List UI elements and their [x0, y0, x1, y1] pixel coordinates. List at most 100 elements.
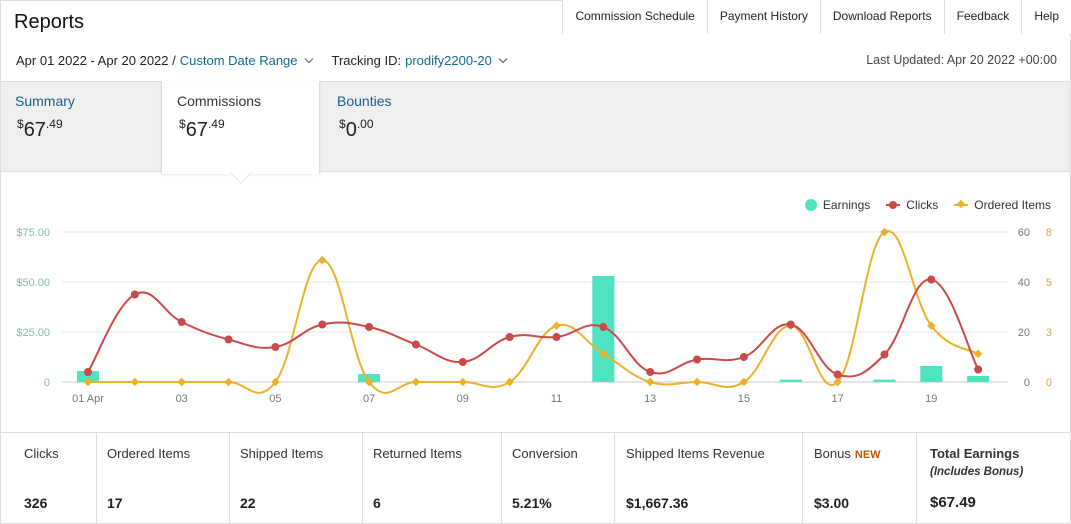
earnings-bar	[967, 376, 990, 382]
date-range-dropdown[interactable]: Custom Date Range	[179, 53, 313, 68]
clicks-point	[411, 340, 420, 349]
ordered-items-point	[833, 377, 842, 387]
clicks-point	[552, 333, 561, 341]
top-nav: Commission Schedule Payment History Down…	[562, 0, 1071, 34]
clicks-point	[505, 333, 514, 341]
tab-commissions[interactable]: Commissions $67.49	[161, 81, 320, 174]
x-tick-label: 09	[457, 393, 469, 405]
last-updated: Last Updated: Apr 20 2022 +00:00	[866, 53, 1057, 67]
stat-label: Returned Items	[373, 446, 462, 461]
clicks-point	[458, 358, 467, 366]
earnings-bar	[779, 379, 802, 382]
x-tick-label: 11	[551, 393, 562, 405]
tab-label: Commissions	[177, 93, 262, 109]
ordered-items-point	[552, 321, 561, 330]
legend-ordered-label: Ordered Items	[974, 198, 1051, 212]
y-tick-ordered: 5	[1046, 277, 1052, 289]
ordered-items-point	[973, 349, 983, 359]
y-tick-ordered: 0	[1046, 377, 1052, 389]
ordered-items-point	[599, 349, 608, 359]
clicks-point	[224, 335, 233, 344]
clicks-point	[646, 368, 655, 376]
x-tick-label: 01 Apr	[72, 393, 104, 405]
earnings-bar	[920, 366, 943, 382]
ordered-items-point	[411, 377, 421, 387]
clicks-swatch	[886, 201, 901, 209]
includes-bonus-note: (Includes Bonus)	[930, 466, 1024, 478]
legend-earnings[interactable]: Earnings	[804, 198, 870, 212]
earnings-bar	[77, 371, 99, 382]
new-badge: NEW	[854, 449, 881, 461]
clicks-point	[786, 320, 795, 329]
stat-ordered-items: Ordered Items 17	[97, 433, 230, 524]
chevron-down-icon	[304, 54, 313, 64]
y-tick-ordered: 3	[1046, 327, 1052, 339]
y-tick-earnings: 0	[44, 377, 50, 389]
y-tick-earnings: $75.00	[16, 227, 50, 239]
clicks-line	[87, 278, 980, 378]
stat-label: Clicks	[24, 446, 59, 461]
tab-summary[interactable]: Summary $67.49	[0, 81, 160, 172]
stat-label: Bonus NEW	[803, 446, 881, 461]
ordered-items-point	[927, 321, 936, 330]
clicks-point	[318, 320, 327, 329]
ordered-items-point	[364, 377, 374, 387]
date-range-text: Apr 01 2022 - Apr 20 2022 /	[16, 53, 176, 68]
tab-label: Bounties	[337, 93, 392, 109]
stat-returned-items: Returned Items 6	[363, 433, 502, 524]
stat-shipped-revenue: Shipped Items Revenue $1,667.36	[615, 433, 803, 524]
ordered-items-point	[645, 377, 655, 387]
ordered-items-point	[83, 377, 93, 387]
commissions-chart: $75.00 $50.00 $25.00 0 60 40 20 0 8 5 3 0 01 Apr 03 05…	[16, 227, 1052, 405]
ordered-items-point	[318, 255, 327, 265]
tab-label: Summary	[15, 93, 75, 109]
clicks-swatch-point	[889, 201, 898, 209]
stat-shipped-items: Shipped Items 22	[230, 433, 363, 524]
x-tick-label: 05	[269, 393, 281, 405]
ordered-swatch-point	[957, 199, 966, 209]
stat-label: Shipped Items Revenue	[626, 446, 765, 461]
download-reports-button[interactable]: Download Reports	[820, 0, 945, 34]
y-tick-clicks: 20	[1018, 327, 1030, 339]
feedback-button[interactable]: Feedback	[944, 0, 1023, 34]
legend-ordered[interactable]: Ordered Items	[954, 198, 1051, 212]
x-tick-label: 03	[176, 393, 188, 405]
clicks-point	[599, 323, 608, 331]
tracking-label: Tracking ID:	[331, 53, 402, 68]
stats-row: Clicks 326 Ordered Items 17 Shipped Item…	[1, 432, 1070, 524]
clicks-point	[974, 365, 983, 374]
tab-value: $0.00	[339, 117, 374, 141]
clicks-point	[693, 355, 702, 364]
filter-bar: Apr 01 2022 - Apr 20 2022 / Custom Date …	[16, 53, 508, 68]
tab-bounties[interactable]: Bounties $0.00	[322, 81, 482, 172]
x-tick-label: 19	[925, 393, 937, 405]
payment-history-button[interactable]: Payment History	[707, 0, 821, 34]
tracking-id-selector[interactable]: Tracking ID: prodify2200-20	[331, 53, 508, 68]
legend-clicks[interactable]: Clicks	[886, 198, 938, 212]
y-tick-earnings: $50.00	[16, 277, 50, 289]
stat-value: 6	[373, 495, 381, 511]
ordered-swatch	[954, 199, 969, 209]
stat-label: Total Earnings (Includes Bonus)	[917, 446, 1023, 478]
earnings-bar	[873, 379, 896, 382]
page-title: Reports	[14, 11, 85, 33]
commission-schedule-button[interactable]: Commission Schedule	[563, 0, 708, 34]
clicks-point	[365, 323, 374, 331]
date-mode-label: Custom Date Range	[179, 53, 298, 68]
clicks-point	[739, 353, 748, 361]
legend-clicks-label: Clicks	[906, 198, 939, 212]
help-button[interactable]: Help	[1022, 0, 1071, 34]
stat-value: 22	[240, 495, 256, 511]
y-tick-ordered: 8	[1046, 227, 1052, 239]
y-tick-clicks: 0	[1024, 377, 1030, 389]
clicks-point	[84, 368, 92, 376]
stat-value: $67.49	[930, 494, 976, 511]
clicks-point	[177, 318, 186, 326]
ordered-items-point	[224, 377, 233, 387]
stat-value: $1,667.36	[626, 495, 689, 511]
total-earnings-label: Total Earnings	[930, 446, 1020, 461]
tab-value: $67.49	[179, 117, 225, 141]
tracking-id-value: prodify2200-20	[405, 53, 492, 68]
ordered-items-point	[505, 377, 514, 387]
x-tick-label: 17	[831, 393, 843, 405]
